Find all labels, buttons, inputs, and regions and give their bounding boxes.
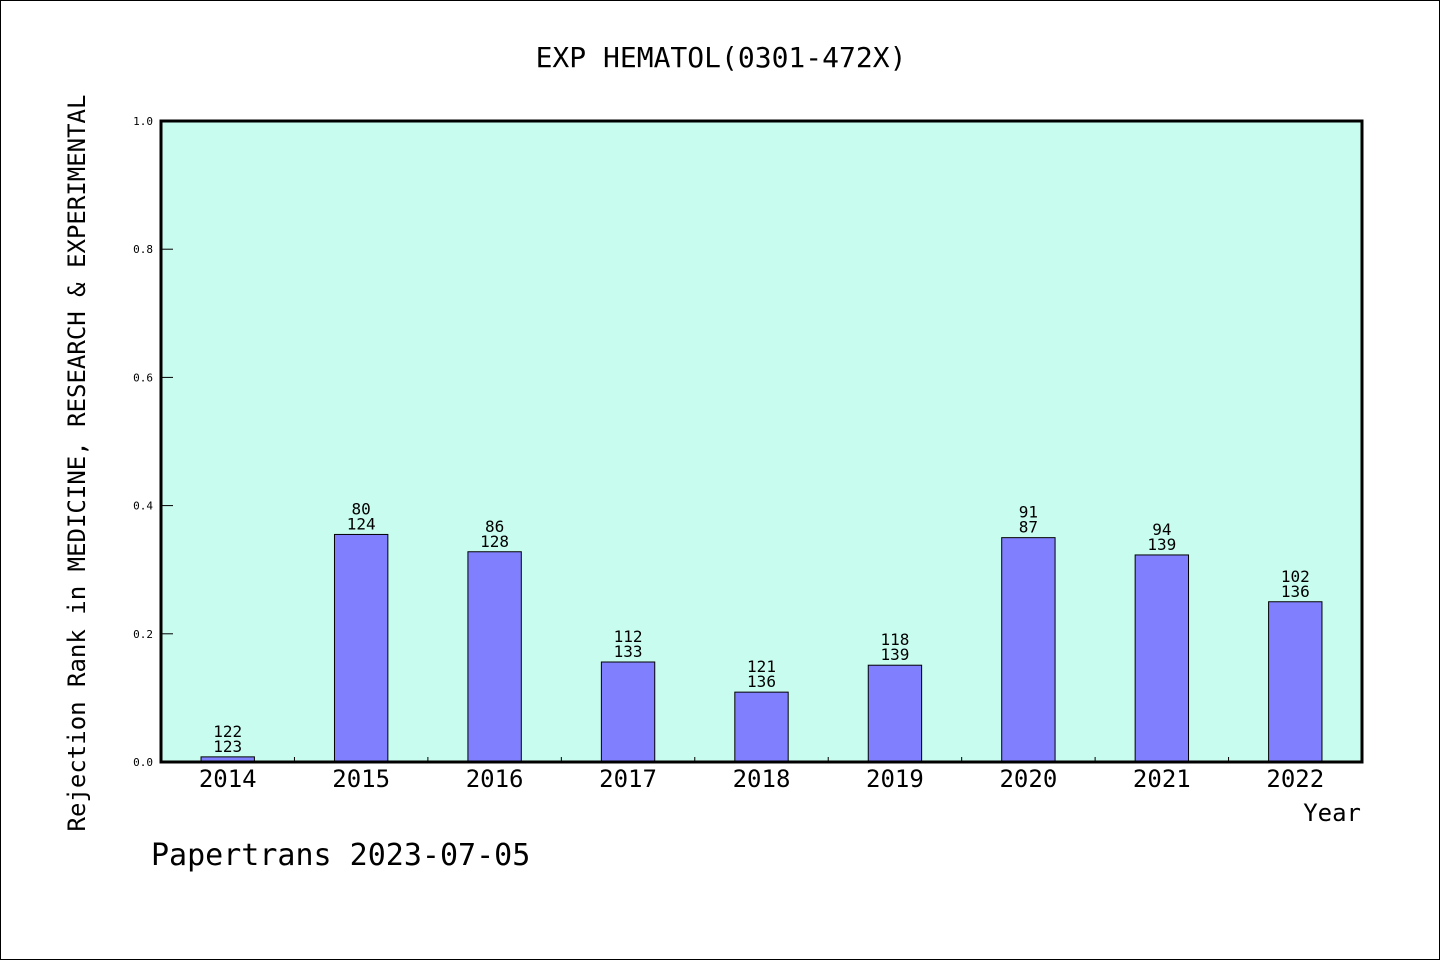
x-tick-label-2020: 2020 (999, 765, 1057, 793)
bar-2022 (1268, 601, 1323, 763)
data-label-bottom-2022: 136 (1281, 582, 1310, 601)
data-label-top-2015: 80 (352, 499, 371, 518)
y-axis-label: Rejection Rank in MEDICINE, RESEARCH & E… (63, 95, 91, 832)
x-tick-label-2018: 2018 (733, 765, 791, 793)
x-tick-label-2022: 2022 (1266, 765, 1324, 793)
y-tick-label-0.8: 0.8 (133, 243, 153, 256)
data-label-bottom-2015: 124 (347, 514, 376, 533)
bar-2019 (867, 664, 923, 763)
data-label-bottom-2017: 133 (614, 642, 643, 661)
bar-2021 (1134, 554, 1190, 763)
data-label-bottom-2020: 87 (1019, 518, 1038, 537)
data-label-top-2016: 86 (485, 517, 504, 536)
data-label-bottom-2018: 136 (747, 672, 776, 691)
data-label-bottom-2019: 139 (880, 645, 909, 664)
bars-layer (200, 533, 1323, 763)
data-label-bottom-2021: 139 (1147, 535, 1176, 554)
data-label-top-2020: 91 (1019, 503, 1038, 522)
data-label-top-2021: 94 (1152, 520, 1171, 539)
x-tick-label-2014: 2014 (199, 765, 257, 793)
bar-2015 (333, 533, 389, 763)
x-tick-label-2017: 2017 (599, 765, 657, 793)
y-tick-label-0.4: 0.4 (133, 500, 153, 513)
x-axis-ticks: 2014 2015 2016 2017 2018 2019 2020 2021 2022 (199, 757, 1324, 793)
x-axis-label: Year (1303, 799, 1361, 827)
x-tick-label-2015: 2015 (332, 765, 390, 793)
x-tick-label-2021: 2021 (1133, 765, 1191, 793)
data-label-bottom-2014: 123 (213, 737, 242, 756)
data-label-bottom-2016: 128 (480, 532, 509, 551)
plot-border (159, 119, 1364, 764)
bar-2020 (1001, 537, 1056, 763)
y-tick-label-0.2: 0.2 (133, 628, 153, 641)
chart-title: EXP HEMATOL(0301-472X) (536, 41, 907, 74)
data-label-top-2019: 118 (880, 630, 909, 649)
y-tick-label-0.0: 0.0 (133, 756, 153, 769)
bar-2016 (467, 551, 522, 763)
y-tick-label-1.0: 1.0 (133, 115, 153, 128)
bar-2017 (600, 661, 656, 763)
data-label-top-2022: 102 (1281, 567, 1310, 586)
footer-credit: Papertrans 2023-07-05 (151, 838, 530, 873)
x-tick-label-2019: 2019 (866, 765, 924, 793)
data-label-top-2017: 112 (614, 627, 643, 646)
x-tick-label-2016: 2016 (466, 765, 524, 793)
data-label-top-2018: 121 (747, 657, 776, 676)
bar-2018 (734, 691, 789, 763)
y-tick-label-0.6: 0.6 (133, 371, 153, 384)
data-label-top-2014: 122 (213, 722, 242, 741)
